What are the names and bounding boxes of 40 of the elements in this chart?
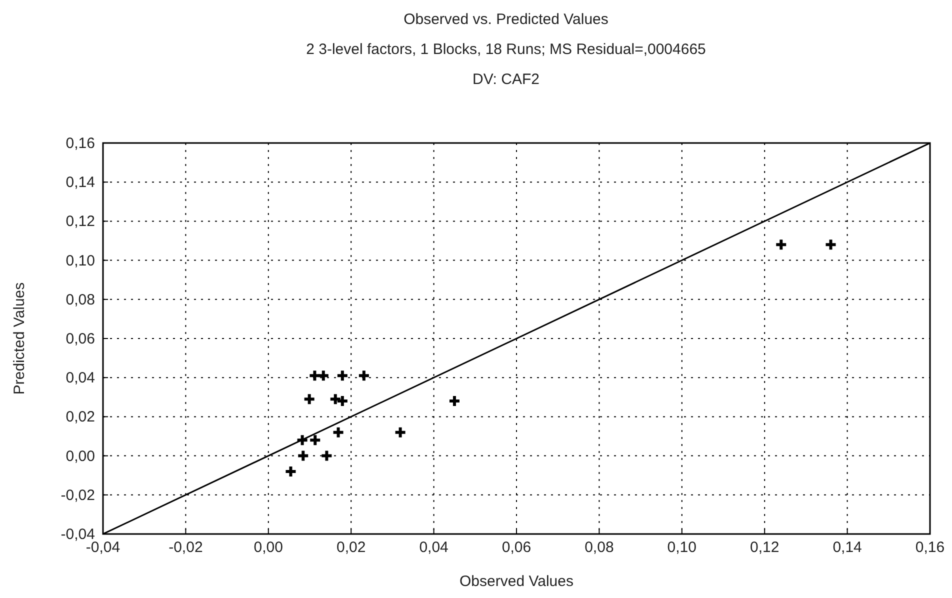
- y-tick-label: -0,02: [60, 486, 95, 504]
- x-tick-label: -0,02: [168, 539, 203, 556]
- y-tick-label: 0,12: [66, 213, 95, 230]
- y-tick-label: 0,08: [66, 291, 95, 308]
- point: [316, 369, 330, 382]
- point: [774, 238, 788, 252]
- y-tick-label: 0,16: [66, 135, 95, 152]
- y-tick-label: 0,04: [66, 370, 95, 387]
- point: [320, 449, 334, 462]
- x-tick-label: 0,10: [667, 539, 696, 556]
- point: [296, 449, 310, 462]
- y-tick-label: 0,10: [66, 252, 95, 270]
- point: [394, 426, 407, 439]
- point: [448, 394, 461, 408]
- x-tick-label: 0,04: [419, 539, 448, 556]
- x-tick-label: 0,14: [832, 539, 862, 556]
- x-tick-label: 0,02: [336, 539, 366, 556]
- y-tick-label: 0,02: [66, 408, 95, 426]
- y-tick-label: 0,00: [66, 448, 95, 465]
- y-tick-label: 0,06: [66, 330, 95, 348]
- point: [308, 434, 322, 447]
- point: [357, 369, 370, 382]
- y-tick-label: 0,14: [66, 174, 95, 192]
- x-tick-label: 0,16: [915, 539, 945, 556]
- x-axis-title: Observed Values: [460, 573, 574, 590]
- point: [308, 369, 322, 382]
- point: [824, 238, 838, 252]
- point: [336, 369, 349, 382]
- x-tick-label: 0,00: [254, 539, 283, 556]
- point: [302, 392, 316, 406]
- x-tick-label: 0,06: [502, 539, 532, 556]
- point: [296, 434, 309, 447]
- point: [284, 464, 298, 478]
- x-tick-label: 0,12: [750, 539, 780, 556]
- chart-title: Observed vs. Predicted Values: [404, 11, 608, 28]
- x-tick-label: 0,08: [584, 539, 614, 556]
- chart-subtitle: 2 3-level factors, 1 Blocks, 18 Runs; MS Residual=,0004665: [306, 41, 706, 58]
- text: DV: CAF2: [472, 71, 540, 88]
- y-axis-title: Predicted Values: [11, 282, 28, 395]
- point: [332, 426, 345, 439]
